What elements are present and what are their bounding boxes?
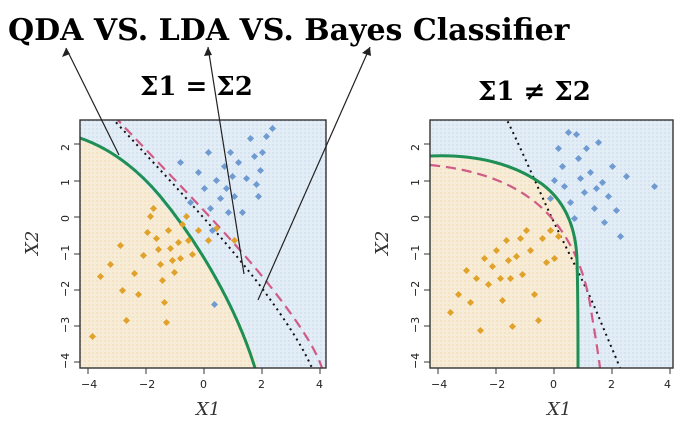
panel-heading-right: Σ1 ≠ Σ2 — [478, 77, 591, 107]
right-xtick--4: −4 — [431, 378, 447, 391]
left-ytick-1: 1 — [59, 179, 72, 186]
left-qda-boundary — [80, 136, 257, 368]
left-ytick--1: −1 — [59, 245, 72, 261]
arrow-to-lda-left — [207, 46, 245, 275]
left-orange-points — [88, 204, 239, 341]
left-xtick-2: 2 — [258, 378, 265, 391]
left-ytick-2: 2 — [59, 144, 72, 151]
right-ytick-2: 2 — [409, 144, 422, 151]
arrow-to-bayes-left — [257, 46, 371, 301]
right-xtick-4: 4 — [664, 378, 671, 391]
right-lda-boundary — [430, 163, 602, 368]
left-ytick--4: −4 — [59, 353, 72, 369]
left-y-axis: 2 1 0 −1 −2 −3 −4 — [59, 143, 80, 369]
right-xlabel: X1 — [545, 399, 571, 420]
panel-right: 2 1 0 −1 −2 −3 −4 −4 −2 0 2 4 X1 X2 — [372, 119, 674, 420]
right-x-axis: −4 −2 0 2 4 — [431, 368, 671, 391]
title-callout-arrowheads — [62, 47, 371, 57]
left-x-axis: −4 −2 0 2 4 — [81, 368, 323, 391]
right-ytick--1: −1 — [409, 245, 422, 261]
right-blue-points — [546, 128, 659, 241]
right-xtick-0: 0 — [550, 378, 557, 391]
left-xtick--4: −4 — [81, 378, 97, 391]
right-ytick--4: −4 — [409, 353, 422, 369]
right-ytick--3: −3 — [409, 317, 422, 333]
right-y-axis: 2 1 0 −1 −2 −3 −4 — [409, 143, 430, 369]
left-bayes-boundary — [112, 120, 313, 368]
left-ytick--3: −3 — [59, 317, 72, 333]
right-orange-points — [446, 226, 563, 335]
right-xtick--2: −2 — [489, 378, 505, 391]
left-xtick-4: 4 — [316, 378, 323, 391]
left-xtick--2: −2 — [139, 378, 155, 391]
left-ytick-0: 0 — [59, 215, 72, 222]
right-ytick--2: −2 — [409, 281, 422, 297]
left-xtick-0: 0 — [200, 378, 207, 391]
arrow-to-qda-left — [65, 47, 120, 156]
arrowhead-lda — [204, 47, 212, 56]
left-ylabel: X2 — [22, 231, 43, 257]
right-ytick-0: 0 — [409, 215, 422, 222]
right-xtick-2: 2 — [608, 378, 615, 391]
right-class2-region — [430, 155, 578, 368]
left-xlabel: X1 — [194, 399, 220, 420]
panel-left: 2 1 0 −1 −2 −3 −4 −4 −2 0 2 4 X1 X2 — [22, 119, 327, 420]
right-ylabel: X2 — [372, 231, 393, 257]
figure-title: QDA VS. LDA VS. Bayes Classifier — [8, 13, 571, 48]
right-plot-frame — [429, 119, 674, 369]
left-plot-frame — [79, 119, 327, 369]
arrowhead-qda — [62, 48, 70, 57]
left-lda-boundary — [116, 120, 324, 368]
right-qda-boundary — [430, 154, 580, 368]
right-ytick-1: 1 — [409, 179, 422, 186]
left-ytick--2: −2 — [59, 281, 72, 297]
arrowhead-bayes — [362, 47, 371, 56]
panel-heading-left: Σ1 = Σ2 — [140, 72, 253, 102]
title-callout-arrows — [65, 46, 371, 301]
